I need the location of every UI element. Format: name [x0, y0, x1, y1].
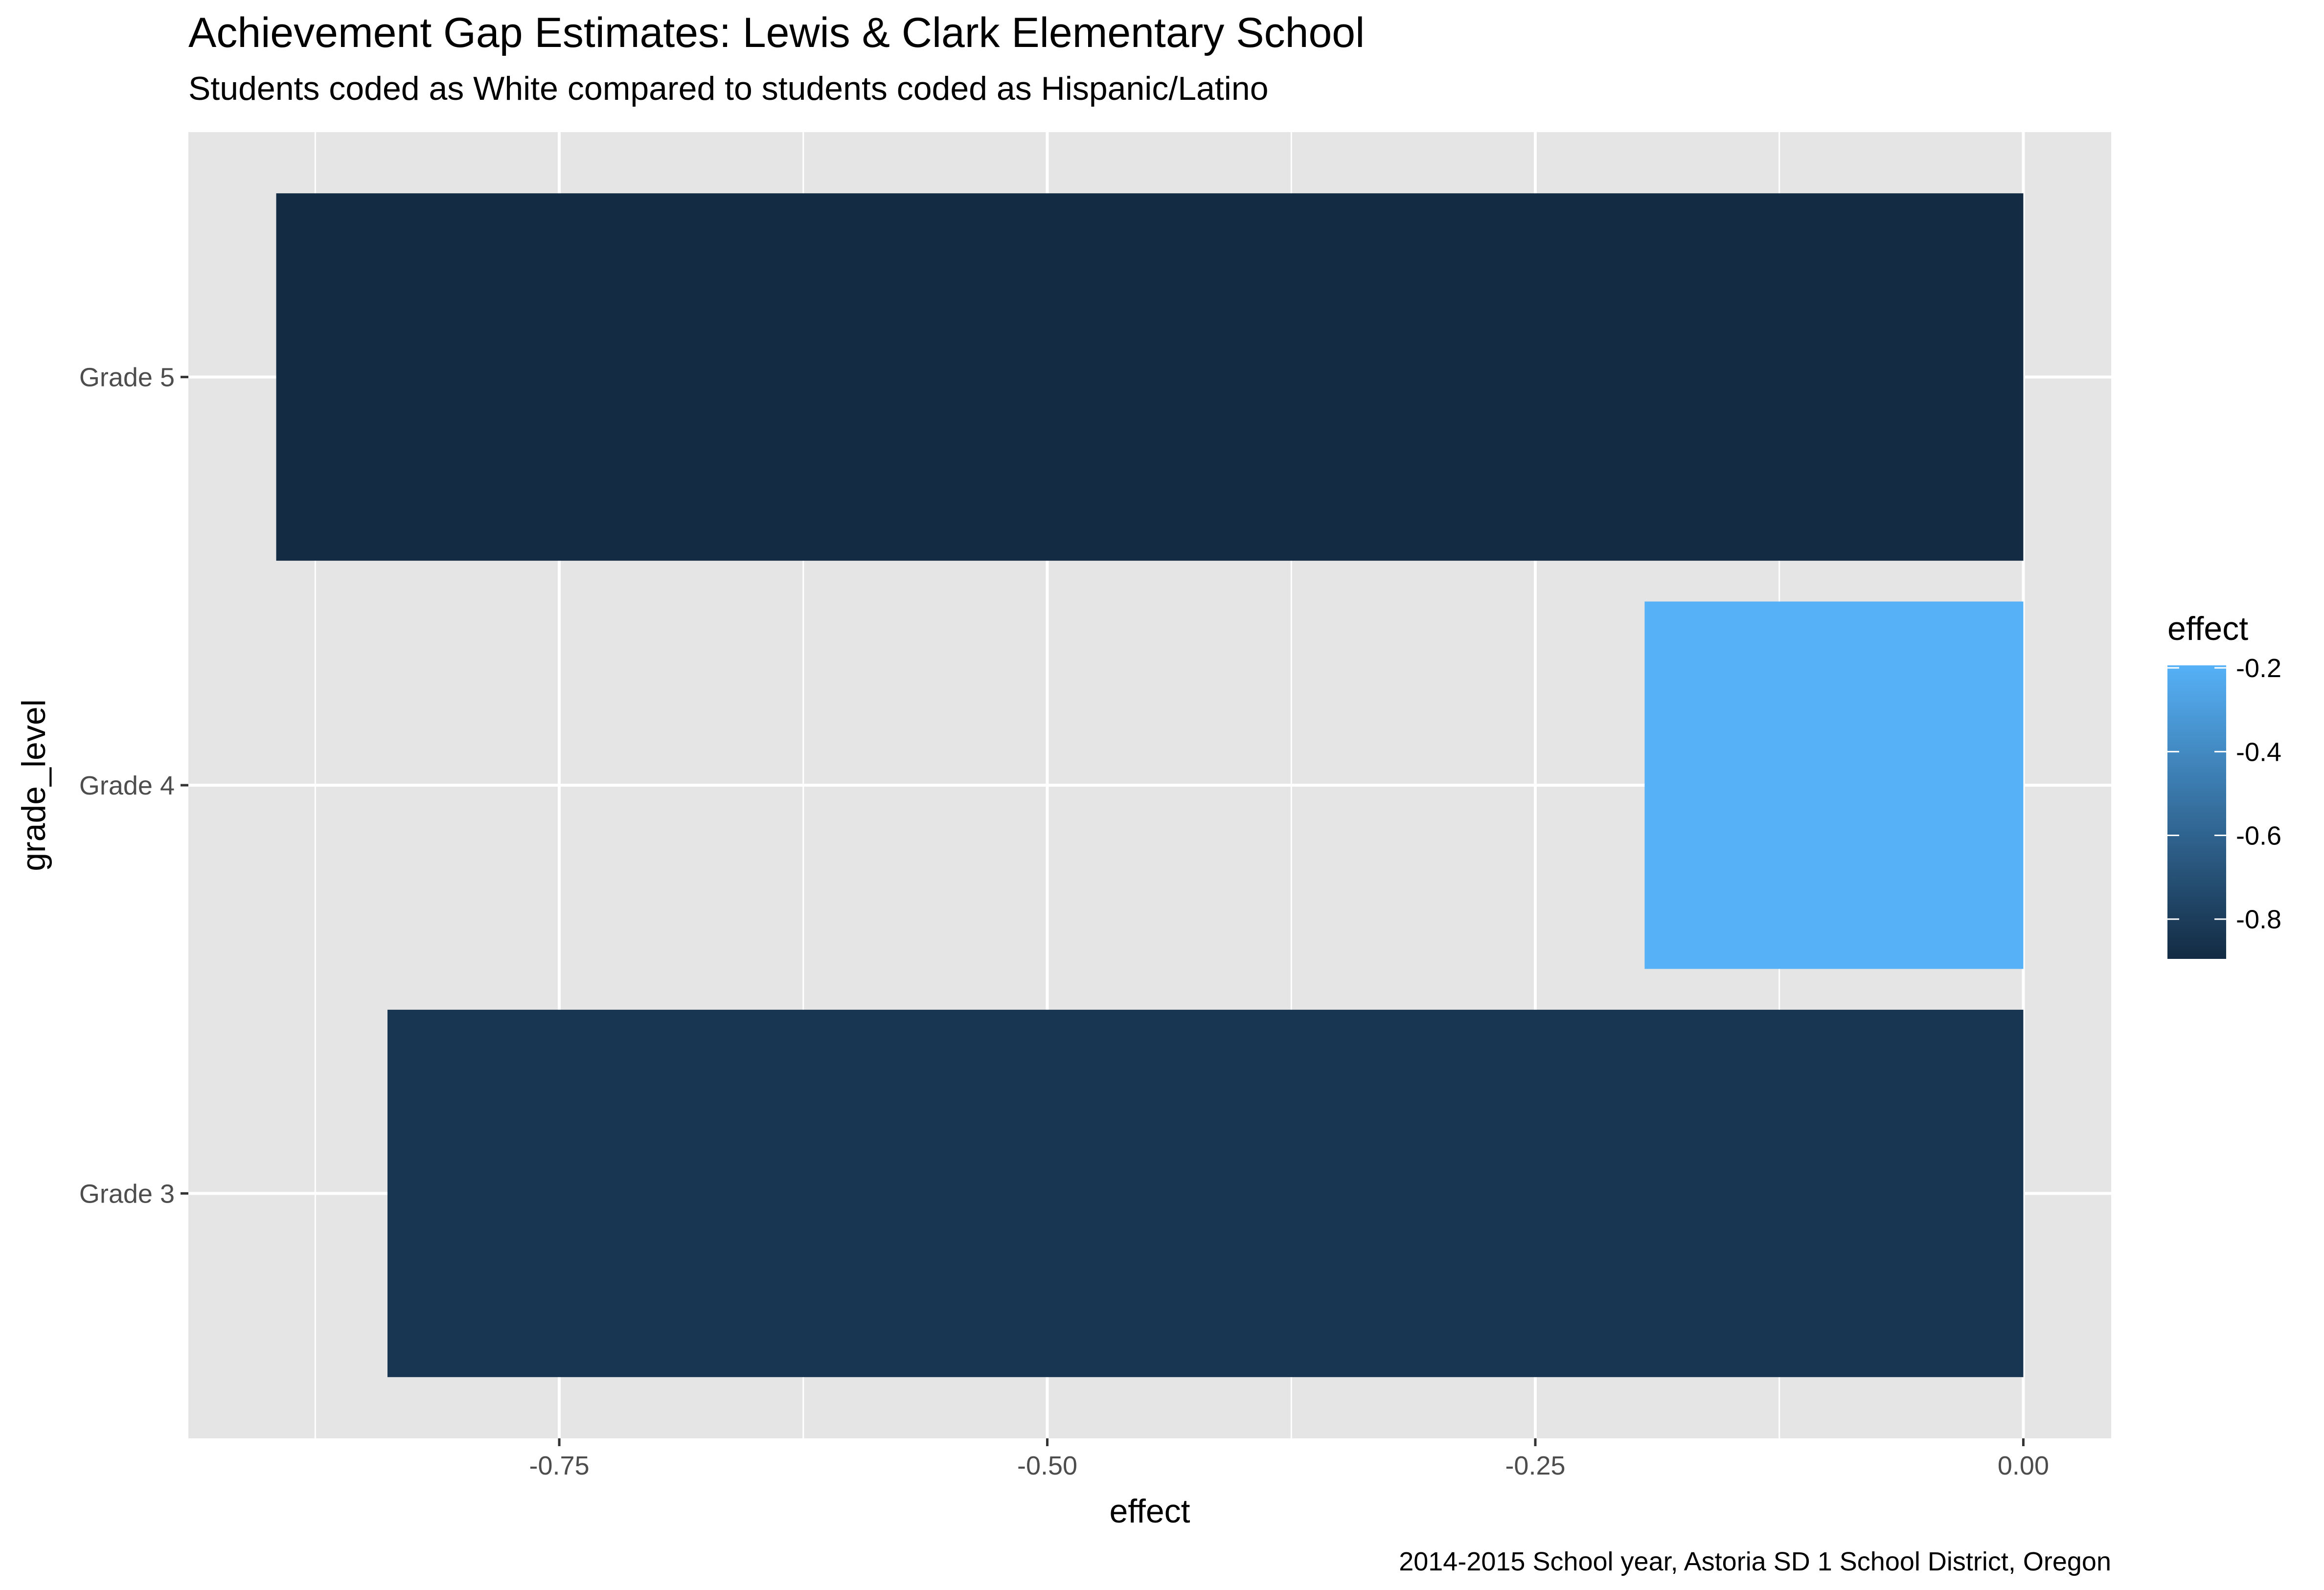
y-tick-label: Grade 4: [79, 771, 175, 800]
x-tick-label: 0.00: [1998, 1451, 2049, 1480]
legend-break-label: -0.2: [2236, 654, 2281, 683]
y-axis-title: grade_level: [15, 699, 52, 871]
y-tick-label: Grade 5: [79, 363, 175, 392]
bar-grade-3: [387, 1009, 2024, 1377]
legend-break-label: -0.4: [2236, 737, 2281, 767]
y-tick-label: Grade 3: [79, 1179, 175, 1208]
legend-colorbar: [2167, 665, 2226, 959]
chart-subtitle: Students coded as White compared to stud…: [188, 70, 1269, 107]
legend: effect -0.8 -0.6 -0.4 -0.2: [2167, 610, 2281, 959]
chart-caption: 2014-2015 School year, Astoria SD 1 Scho…: [1399, 1547, 2111, 1576]
legend-break-label: -0.6: [2236, 821, 2281, 851]
bar-grade-5: [276, 193, 2024, 561]
x-tick-label: -0.50: [1017, 1451, 1077, 1480]
axes: -0.75 -0.50 -0.25 0.00 Grade 3 Grade 4 Grade 5: [79, 363, 2049, 1480]
bars: [276, 193, 2024, 1377]
bar-grade-4: [1644, 601, 2024, 969]
x-tick-label: -0.25: [1505, 1451, 1565, 1480]
x-tick-label: -0.75: [529, 1451, 590, 1480]
x-axis-title: effect: [1109, 1493, 1190, 1530]
legend-break-label: -0.8: [2236, 905, 2281, 934]
chart-title: Achievement Gap Estimates: Lewis & Clark…: [188, 9, 1365, 56]
legend-title: effect: [2167, 610, 2248, 647]
